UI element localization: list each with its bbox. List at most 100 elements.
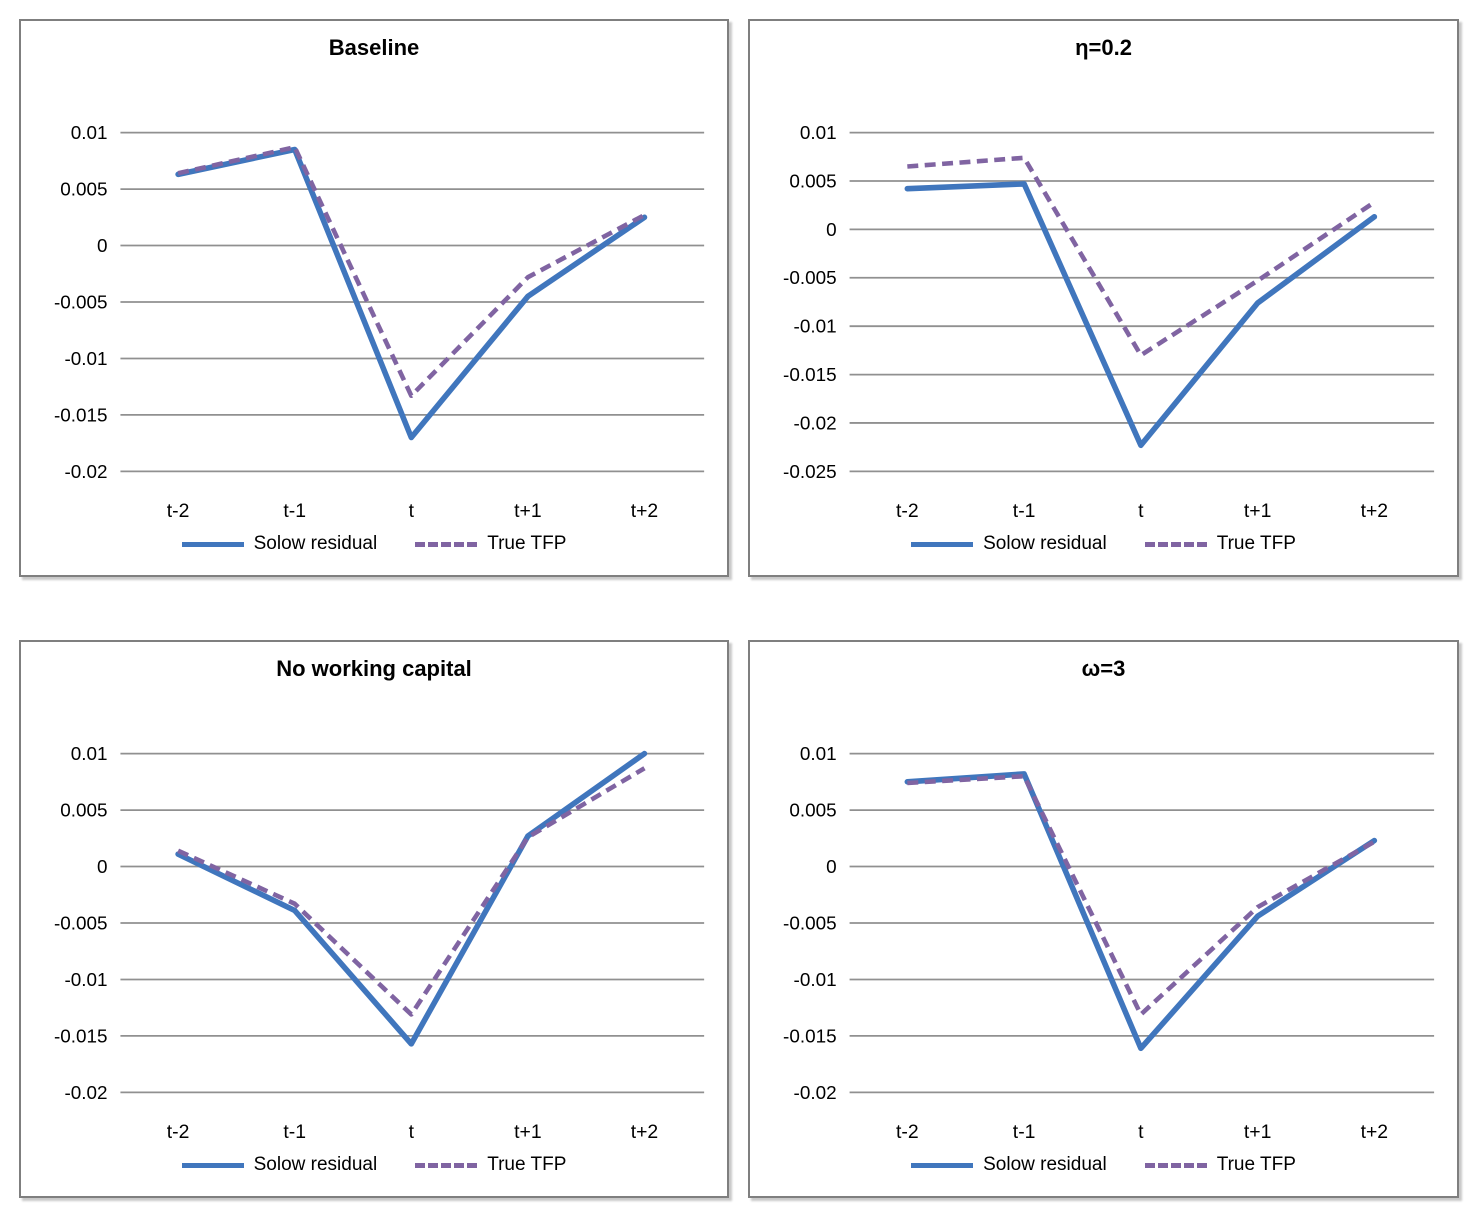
- y-axis-tick-label: -0.02: [64, 462, 107, 483]
- y-axis-tick-label: -0.01: [64, 970, 107, 991]
- legend-item-solow: Solow residual: [911, 1154, 1107, 1176]
- plot-area-eta: 0.01 0.005 0 -0.005 -0.01 -0.015 -0.02 -0.025 t-…: [750, 21, 1457, 575]
- legend-item-tfp: True TFP: [1144, 533, 1296, 555]
- legend-label-solow: Solow residual: [253, 533, 378, 554]
- chart-canvas: 0.01 0.005 0 -0.005 -0.01 -0.015 -0.02 -0.025 t-…: [783, 123, 1435, 522]
- y-axis-tick-label: 0.01: [71, 123, 108, 144]
- legend-item-tfp: True TFP: [1144, 1154, 1296, 1176]
- x-axis-tick-label: t-2: [896, 1121, 919, 1143]
- legend-item-solow: Solow residual: [911, 533, 1107, 555]
- x-axis-tick-label: t-2: [167, 1121, 190, 1143]
- chart-legend-omega: Solow residual True TFP: [750, 1150, 1457, 1180]
- legend-label-solow: Solow residual: [983, 533, 1107, 554]
- true-tfp-line: [907, 773, 1376, 1017]
- legend-label-solow: Solow residual: [983, 1154, 1107, 1175]
- y-axis-tick-label: -0.02: [64, 1083, 107, 1104]
- tfp-line-sample-icon: [415, 1162, 478, 1168]
- x-axis-tick-label: t+1: [514, 1121, 542, 1143]
- x-axis-tick-label: t-2: [896, 500, 919, 522]
- y-axis-tick-label: -0.005: [783, 268, 837, 289]
- tfp-line-sample-icon: [1144, 541, 1207, 547]
- y-axis-tick-label: -0.015: [783, 365, 837, 386]
- y-axis-tick-label: 0.01: [800, 744, 837, 765]
- plot-area-omega: 0.01 0.005 0 -0.005 -0.01 -0.015 -0.02 t-2 t-1 t t…: [750, 642, 1457, 1196]
- chart-title-baseline: Baseline: [328, 35, 420, 60]
- true-tfp-line: [907, 155, 1376, 358]
- y-axis-tick-label: -0.005: [783, 913, 837, 934]
- solow-line-sample-icon: [911, 1162, 974, 1168]
- x-axis-tick-label: t+1: [1244, 1121, 1272, 1143]
- chart-title-eta: η=0.2: [1075, 35, 1132, 60]
- chart-panel-no-working-capital: No working capital 0.01 0.005 0 -0.005 -0.01…: [19, 640, 729, 1198]
- y-axis-tick-label: -0.02: [794, 1083, 837, 1104]
- y-axis-tick-label: -0.015: [54, 1026, 108, 1047]
- x-axis-tick-label: t: [409, 1121, 415, 1143]
- chart-title-omega: ω=3: [1081, 656, 1126, 681]
- legend-label-tfp: True TFP: [487, 1154, 567, 1175]
- chart-canvas: 0.01 0.005 0 -0.005 -0.01 -0.015 -0.02 t-2 t-1 t t…: [54, 123, 705, 522]
- legend-item-tfp: True TFP: [415, 1154, 566, 1176]
- true-tfp-line: [177, 144, 646, 399]
- y-axis-tick-label: 0: [97, 236, 108, 257]
- x-axis-tick-label: t+1: [1244, 500, 1272, 522]
- legend-item-tfp: True TFP: [415, 533, 566, 555]
- plot-area-no-working-capital: 0.01 0.005 0 -0.005 -0.01 -0.015 -0.02 t-2 t-1 t t…: [21, 642, 727, 1196]
- legend-label-solow: Solow residual: [253, 1154, 378, 1175]
- y-axis-tick-label: 0: [97, 857, 108, 878]
- x-axis-tick-label: t-2: [167, 500, 190, 522]
- legend-label-tfp: True TFP: [1216, 533, 1296, 554]
- y-axis-tick-label: -0.005: [54, 292, 108, 313]
- chart-panel-eta: η=0.2 0.01 0.005 0 -0.005 -0.01 -0.015 -0.02 -0…: [748, 19, 1459, 577]
- y-axis-tick-label: -0.015: [54, 405, 108, 426]
- x-axis-tick-label: t-1: [283, 1121, 306, 1143]
- x-axis-tick-label: t: [409, 500, 415, 522]
- x-axis-tick-label: t+1: [514, 500, 542, 522]
- x-axis-tick-label: t+2: [1361, 1121, 1389, 1143]
- tfp-line-sample-icon: [1144, 1162, 1207, 1168]
- y-axis-tick-label: -0.01: [64, 349, 107, 370]
- chart-legend-baseline: Solow residual True TFP: [21, 529, 727, 559]
- chart-title-no-working-capital: No working capital: [276, 656, 472, 681]
- y-axis-tick-label: 0: [826, 857, 837, 878]
- solow-line-sample-icon: [181, 541, 244, 547]
- solow-residual-line: [904, 181, 1378, 449]
- legend-item-solow: Solow residual: [181, 533, 378, 555]
- x-axis-tick-label: t-1: [1013, 500, 1036, 522]
- y-axis-tick-label: -0.01: [794, 317, 837, 338]
- chart-canvas: 0.01 0.005 0 -0.005 -0.01 -0.015 -0.02 t-2 t-1 t t…: [783, 744, 1435, 1143]
- solow-residual-line: [175, 750, 648, 1047]
- x-axis-tick-label: t: [1138, 1121, 1144, 1143]
- y-axis-tick-label: -0.005: [54, 913, 108, 934]
- x-axis-tick-label: t+2: [1361, 500, 1389, 522]
- legend-item-solow: Solow residual: [181, 1154, 378, 1176]
- y-axis-tick-label: 0.005: [60, 180, 107, 201]
- legend-label-tfp: True TFP: [1216, 1154, 1296, 1175]
- y-axis-tick-label: 0.01: [71, 744, 108, 765]
- solow-line-sample-icon: [181, 1162, 244, 1168]
- y-axis-tick-label: -0.025: [783, 462, 837, 483]
- y-axis-tick-label: 0.005: [60, 801, 107, 822]
- true-tfp-line: [177, 766, 646, 1017]
- y-axis-tick-label: -0.01: [794, 970, 837, 991]
- solow-residual-line: [904, 771, 1378, 1052]
- x-axis-tick-label: t+2: [631, 500, 659, 522]
- legend-label-tfp: True TFP: [487, 533, 567, 554]
- x-axis-tick-label: t-1: [283, 500, 306, 522]
- chart-panel-omega: ω=3 0.01 0.005 0 -0.005 -0.01 -0.015 -0.02 t-2 t…: [748, 640, 1459, 1198]
- x-axis-tick-label: t-1: [1013, 1121, 1036, 1143]
- y-axis-tick-label: -0.015: [783, 1026, 837, 1047]
- plot-area-baseline: 0.01 0.005 0 -0.005 -0.01 -0.015 -0.02 t-2 t-1 t t…: [21, 21, 727, 575]
- chart-canvas: 0.01 0.005 0 -0.005 -0.01 -0.015 -0.02 t-2 t-1 t t…: [54, 744, 705, 1143]
- tfp-line-sample-icon: [415, 541, 478, 547]
- y-axis-tick-label: 0.005: [789, 801, 836, 822]
- x-axis-tick-label: t+2: [631, 1121, 659, 1143]
- chart-legend-no-working-capital: Solow residual True TFP: [21, 1150, 727, 1180]
- x-axis-tick-label: t: [1138, 500, 1144, 522]
- y-axis-tick-label: -0.02: [794, 413, 837, 434]
- y-axis-tick-label: 0: [826, 220, 837, 241]
- chart-legend-eta: Solow residual True TFP: [750, 529, 1457, 559]
- solow-line-sample-icon: [911, 541, 974, 547]
- chart-panel-baseline: Baseline 0.01 0.005 0 -0.005 -0.01 -0.015 -0.0…: [19, 19, 729, 577]
- y-axis-tick-label: 0.01: [800, 123, 837, 144]
- y-axis-tick-label: 0.005: [789, 171, 836, 192]
